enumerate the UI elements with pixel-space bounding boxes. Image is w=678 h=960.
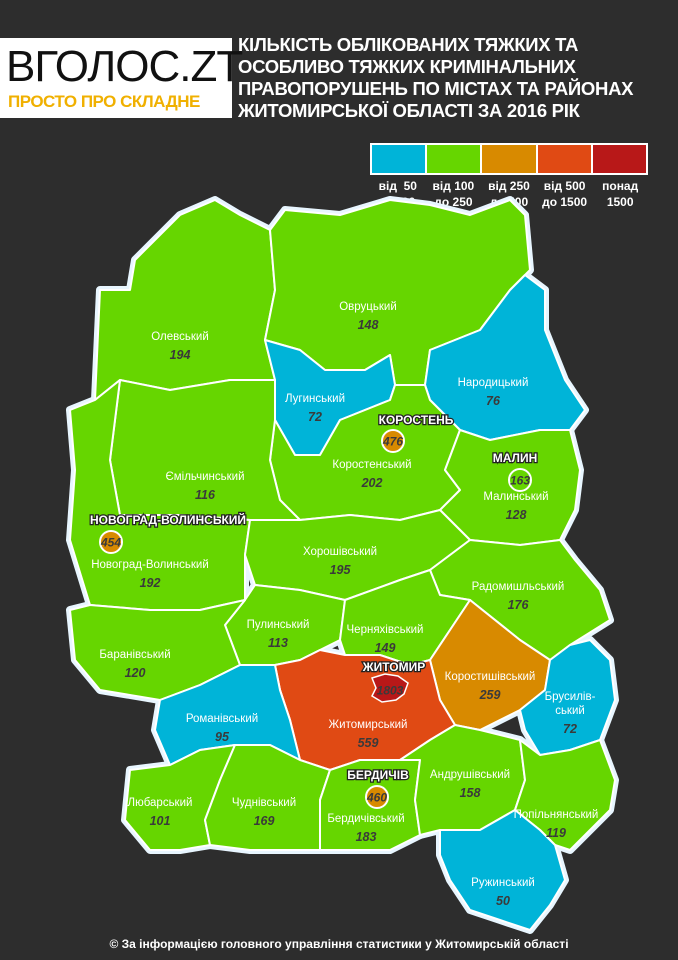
- city-value-label: 1803: [377, 684, 404, 698]
- legend-label: понад 1500: [602, 179, 639, 209]
- logo: ВГОЛОС.ZT ПРОСТО ПРО СКЛАДНЕ: [0, 38, 243, 118]
- district-value-label: 169: [254, 814, 275, 828]
- district-value-label: 176: [508, 598, 530, 612]
- district-name-label: Ружинський: [471, 877, 535, 889]
- district-name-label: Малинський: [483, 491, 548, 503]
- district-name-label: Чуднівський: [232, 797, 296, 809]
- legend-swatch: [372, 145, 426, 173]
- district-name-label: Андрушівський: [430, 769, 510, 781]
- district-value-label: 559: [358, 736, 379, 750]
- district-value-label: 101: [150, 814, 171, 828]
- source-footer: © За інформацією головного управління ст…: [109, 937, 569, 951]
- district-name-label: Олевський: [151, 331, 209, 343]
- city-value-label: 460: [366, 791, 387, 805]
- legend-label: від 250 до 500: [488, 179, 530, 209]
- district-name-label: Любарський: [128, 797, 193, 809]
- district-value-label: 195: [330, 563, 352, 577]
- district-value-label: 259: [479, 688, 501, 702]
- district-12: [69, 599, 246, 701]
- district-value-label: 148: [358, 318, 379, 332]
- city-value-label: 476: [382, 435, 403, 449]
- district-value-label: 113: [268, 636, 288, 650]
- district-name-label: Баранівський: [99, 649, 170, 661]
- district-name-label: Романівський: [186, 713, 258, 725]
- city-name-label: ЖИТОМИР: [362, 660, 425, 674]
- title-line: ОСОБЛИВО ТЯЖКИХ КРИМІНАЛЬНИХ: [238, 56, 576, 77]
- legend-swatches: [370, 143, 648, 175]
- district-value-label: 50: [496, 894, 510, 908]
- page-title: КІЛЬКІСТЬ ОБЛІКОВАНИХ ТЯЖКИХ ТА ОСОБЛИВО…: [238, 34, 678, 122]
- district-value-label: 72: [563, 722, 577, 736]
- district-value-label: 149: [375, 641, 396, 655]
- district-name-label: ський: [555, 705, 585, 717]
- legend-label: від 100 до 250: [432, 179, 475, 209]
- district-value-label: 192: [140, 576, 161, 590]
- legend-swatch: [537, 145, 591, 173]
- district-name-label: Брусилів-: [545, 691, 596, 703]
- district-value-label: 183: [356, 830, 377, 844]
- district-value-label: 76: [486, 394, 501, 408]
- district-name-label: Житомирський: [329, 719, 408, 731]
- district-value-label: 119: [546, 826, 566, 840]
- city-marker: [508, 468, 532, 492]
- district-22: [439, 809, 566, 931]
- district-name-label: Попільнянський: [514, 809, 599, 821]
- district-name-label: Черняхівський: [347, 624, 424, 636]
- district-name-label: Народицький: [458, 377, 529, 389]
- district-value-label: 128: [506, 508, 527, 522]
- logo-tagline: ПРОСТО ПРО СКЛАДНЕ: [8, 92, 200, 111]
- district-name-label: Хорошівський: [303, 546, 377, 558]
- legend-swatch: [592, 145, 647, 173]
- city-marker: [381, 429, 405, 453]
- district-value-label: 158: [460, 786, 481, 800]
- district-value-label: 72: [308, 410, 322, 424]
- district-name-label: Лугинський: [285, 393, 345, 405]
- logo-wordmark: ВГОЛОС.ZT: [6, 42, 243, 91]
- district-name-label: Новоград-Волинський: [91, 559, 209, 571]
- district-name-label: Овруцький: [339, 301, 397, 313]
- district-name-label: Пулинський: [247, 619, 310, 631]
- title-line: ЖИТОМИРСЬКОЇ ОБЛАСТІ ЗА 2016 РІК: [238, 100, 580, 121]
- title-line: КІЛЬКІСТЬ ОБЛІКОВАНИХ ТЯЖКИХ ТА: [238, 34, 579, 55]
- city-value-label: 163: [510, 474, 530, 488]
- district-value-label: 194: [170, 348, 191, 362]
- city-zhytomyr-shape: [371, 673, 409, 703]
- district-value-label: 120: [125, 666, 146, 680]
- district-value-label: 202: [361, 476, 383, 490]
- district-name-label: Коростишівський: [445, 671, 536, 683]
- district-value-label: 116: [195, 488, 216, 502]
- city-name-label: НОВОГРАД-ВОЛИНСЬКИЙ: [90, 512, 246, 527]
- city-name-label: КОРОСТЕНЬ: [379, 413, 454, 427]
- district-name-label: Радомишльський: [472, 581, 565, 593]
- district-5: [439, 429, 581, 546]
- city-value-label: 454: [100, 536, 121, 550]
- legend-swatch: [482, 145, 536, 173]
- district-value-label: 95: [215, 730, 230, 744]
- district-name-label: Ємільчинський: [165, 471, 244, 483]
- legend-swatch: [427, 145, 481, 173]
- district-name-label: Бердичівський: [327, 813, 404, 825]
- district-name-label: Коростенський: [332, 459, 411, 471]
- city-name-label: БЕРДИЧІВ: [347, 768, 409, 782]
- city-marker: [365, 785, 389, 809]
- district-21: [514, 739, 616, 851]
- legend-label: від 500 до 1500: [542, 179, 588, 209]
- city-name-label: МАЛИН: [493, 451, 538, 465]
- city-marker: [99, 530, 123, 554]
- district-0: [94, 199, 276, 401]
- title-line: ПРАВОПОРУШЕНЬ ПО МІСТАХ ТА РАЙОНАХ: [238, 78, 634, 99]
